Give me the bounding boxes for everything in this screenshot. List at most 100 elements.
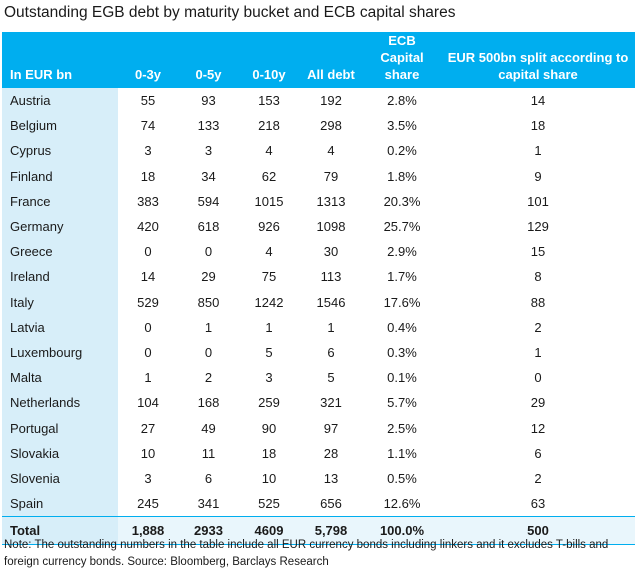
- country-cell: France: [2, 188, 118, 214]
- table-cell: 4: [265, 244, 273, 260]
- table-cell: 29: [530, 395, 546, 411]
- table-cell: 55: [140, 93, 156, 109]
- table-row: Italy 529 850 1242 1546 17.6% 88: [2, 289, 635, 315]
- table-cell: 383: [137, 193, 159, 209]
- table-cell: 594: [197, 193, 220, 209]
- table-cell: 15: [530, 244, 546, 260]
- table-cell: 1: [327, 319, 335, 335]
- table-row: Spain 245 341 525 656 12.6% 63: [2, 491, 635, 517]
- table-cell: 525: [258, 496, 280, 512]
- table-cell: 192: [320, 93, 342, 109]
- table-cell: 1: [144, 370, 152, 386]
- table-cell: 245: [137, 496, 159, 512]
- table-cell: Total: [2, 516, 118, 546]
- country-cell: Italy: [2, 289, 118, 315]
- table-cell: 14: [530, 93, 546, 109]
- table-cell: 74: [140, 118, 156, 134]
- column-header: EUR 500bn split according to capital sha…: [441, 32, 635, 88]
- table-cell: 1: [204, 319, 213, 335]
- table-cell: 2: [534, 470, 542, 486]
- table-row: Germany 420 618 926 1098 25.7% 129: [2, 213, 635, 240]
- country-cell: Finland: [2, 163, 118, 189]
- table-cell: 4: [327, 143, 335, 159]
- table-cell: 97: [323, 420, 339, 436]
- table-cell: 101: [527, 193, 549, 209]
- table-cell: 11: [201, 445, 216, 461]
- table-cell: 1.7%: [387, 269, 417, 285]
- table-cell: 17.6%: [383, 294, 421, 310]
- table-cell: 0: [144, 344, 152, 360]
- country-cell: Netherlands: [2, 390, 118, 416]
- table-cell: 1313: [316, 193, 346, 209]
- table-cell: 1,888: [118, 516, 178, 546]
- column-header: 0-10y: [239, 32, 299, 88]
- table-cell: 218: [258, 118, 280, 134]
- table-note: Note: The outstanding numbers in the tab…: [4, 539, 609, 568]
- table-cell: 1098: [316, 219, 346, 235]
- table-cell: 926: [258, 219, 280, 235]
- table-cell: 0.1%: [387, 370, 417, 386]
- table-cell: 63: [530, 496, 546, 512]
- table-cell: 1015: [254, 193, 284, 209]
- table-cell: 3: [204, 143, 213, 159]
- table-cell: 5.7%: [387, 395, 417, 411]
- country-cell: Belgium: [2, 113, 118, 139]
- table-cell: 18: [140, 168, 156, 184]
- table-cell: 4: [265, 143, 273, 159]
- column-header: 0-5y: [178, 32, 239, 88]
- table-row: Cyprus 3 3 4 4 0.2% 1: [2, 138, 635, 164]
- table-cell: 88: [530, 294, 546, 310]
- table-row: France 383 594 1015 1313 20.3% 101: [2, 188, 635, 214]
- table-cell: 500: [441, 516, 635, 546]
- table-cell: 2.9%: [387, 244, 417, 260]
- country-cell: Slovakia: [2, 440, 118, 466]
- country-cell: Ireland: [2, 264, 118, 290]
- table-row: Greece 0 0 4 30 2.9% 15: [2, 239, 635, 265]
- column-header: In EUR bn: [2, 32, 118, 88]
- table-row: Netherlands 104 168 259 321 5.7% 29: [2, 390, 635, 416]
- table-cell: 2.5%: [387, 420, 417, 436]
- table-cell: 259: [258, 395, 280, 411]
- table-cell: 4609: [239, 516, 299, 546]
- column-header: All debt: [299, 32, 363, 88]
- table-cell: 93: [201, 93, 216, 109]
- table-cell: 2: [204, 370, 213, 386]
- table-cell: 12: [530, 420, 546, 436]
- table-cell: 34: [201, 168, 216, 184]
- table-cell: 113: [320, 269, 342, 285]
- table-cell: 153: [258, 93, 280, 109]
- table-cell: 129: [527, 219, 549, 235]
- table-cell: 27: [140, 420, 156, 436]
- table-cell: 79: [323, 168, 339, 184]
- table-cell: 9: [534, 168, 542, 184]
- table-row: Slovakia 10 11 18 28 1.1% 6: [2, 440, 635, 466]
- country-cell: Germany: [2, 213, 118, 240]
- table-cell: 90: [261, 420, 277, 436]
- table-cell: 25.7%: [383, 219, 421, 235]
- table-cell: 0.4%: [387, 319, 417, 335]
- country-cell: Greece: [2, 239, 118, 265]
- debt-table: In EUR bn 0-3y 0-5y 0-10y All debt ECB C…: [2, 32, 635, 546]
- table-row: Finland 18 34 62 79 1.8% 9: [2, 163, 635, 189]
- table-cell: 529: [137, 294, 159, 310]
- table-cell: 1.1%: [387, 445, 417, 461]
- table-cell: 5,798: [299, 516, 363, 546]
- table-cell: 10: [261, 470, 277, 486]
- country-cell: Spain: [2, 491, 118, 517]
- table-cell: 13: [323, 470, 339, 486]
- table-cell: 321: [320, 395, 342, 411]
- column-header: 0-3y: [118, 32, 178, 88]
- table-cell: 850: [197, 294, 220, 310]
- table-cell: 3.5%: [387, 118, 417, 134]
- table-cell: 2: [534, 319, 542, 335]
- table-cell: 1546: [316, 294, 346, 310]
- table-cell: 168: [197, 395, 220, 411]
- table-cell: 3: [144, 143, 152, 159]
- country-cell: Portugal: [2, 415, 118, 441]
- table-cell: 49: [201, 420, 216, 436]
- table-cell: 12.6%: [383, 496, 421, 512]
- table-cell: 29: [201, 269, 216, 285]
- country-cell: Latvia: [2, 314, 118, 340]
- table-cell: 20.3%: [383, 193, 421, 209]
- table-row: Ireland 14 29 75 113 1.7% 8: [2, 264, 635, 290]
